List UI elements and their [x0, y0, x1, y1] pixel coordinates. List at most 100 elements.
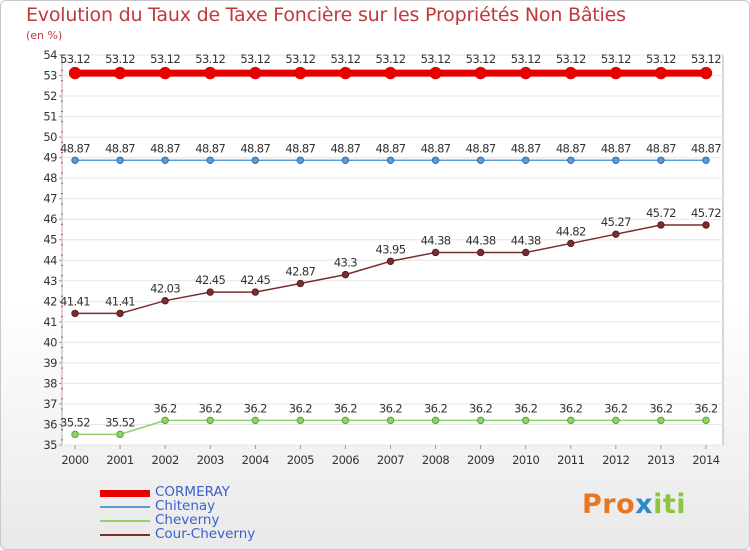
x-tick-label: 2004: [242, 453, 269, 467]
y-tick-label: 41: [43, 315, 57, 329]
data-point: [296, 416, 305, 425]
data-label: 48.87: [195, 141, 225, 155]
data-point: [657, 416, 665, 425]
data-label: 53.12: [330, 52, 360, 66]
y-tick-label: 40: [43, 335, 57, 349]
x-tick-label: 2010: [512, 453, 539, 467]
data-point: [612, 416, 620, 425]
data-label: 53.12: [556, 52, 586, 66]
data-label: 48.87: [646, 141, 676, 155]
data-point: [296, 279, 305, 288]
data-point: [612, 230, 620, 238]
legend-item: Cour-Cheverny: [100, 526, 340, 542]
y-tick-label: 53: [43, 69, 57, 83]
legend-swatch: [100, 506, 150, 508]
data-label: 48.87: [240, 141, 270, 155]
data-label: 45.72: [646, 206, 676, 220]
data-point: [296, 156, 305, 165]
data-point: [161, 416, 169, 425]
data-point: [429, 66, 442, 80]
legend-label: Cour-Cheverny: [155, 526, 256, 542]
data-point: [567, 239, 575, 248]
x-tick-label: 2014: [692, 453, 719, 467]
x-tick-label: 2000: [61, 453, 88, 467]
data-label: 36.2: [604, 401, 627, 415]
data-point: [158, 66, 172, 80]
data-point: [567, 416, 575, 425]
data-label: 44.82: [556, 224, 586, 238]
data-label: 53.12: [421, 52, 451, 66]
x-tick-label: 2012: [602, 453, 629, 467]
data-point: [702, 156, 710, 165]
data-label: 36.2: [334, 401, 357, 415]
data-label: 53.12: [60, 52, 90, 66]
data-label: 53.12: [466, 52, 496, 66]
data-point: [564, 66, 578, 80]
x-tick-label: 2011: [557, 453, 584, 467]
x-tick-label: 2003: [197, 453, 224, 467]
data-point: [431, 416, 440, 425]
data-point: [206, 288, 214, 296]
legend-label: Chitenay: [155, 498, 216, 514]
data-label: 53.12: [691, 52, 721, 66]
data-label: 53.12: [601, 52, 631, 66]
y-tick-label: 50: [43, 130, 57, 144]
data-point: [384, 66, 397, 80]
data-point: [206, 416, 214, 425]
data-point: [657, 156, 665, 165]
data-label: 43.95: [376, 242, 406, 256]
data-label: 36.2: [289, 401, 312, 415]
data-point: [431, 248, 440, 257]
data-point: [161, 297, 169, 305]
y-axis-unit: (en %): [26, 29, 63, 42]
data-label: 48.87: [376, 141, 406, 155]
x-tick-label: 2008: [422, 453, 449, 467]
data-label: 36.2: [514, 401, 537, 415]
y-tick-label: 51: [43, 110, 57, 124]
y-tick-label: 49: [43, 151, 57, 165]
data-point: [609, 66, 623, 80]
data-point: [654, 66, 668, 80]
data-point: [519, 66, 532, 80]
data-label: 35.52: [60, 415, 90, 429]
data-label: 45.72: [691, 206, 721, 220]
data-point: [522, 156, 530, 165]
proxiti-logo: Proxiti: [582, 489, 686, 520]
data-point: [431, 156, 440, 165]
y-tick-label: 52: [43, 89, 57, 103]
legend-item: Cheverny: [100, 512, 340, 528]
y-tick-label: 47: [43, 192, 57, 206]
data-point: [251, 288, 259, 296]
x-tick-label: 2013: [647, 453, 674, 467]
data-label: 48.87: [556, 141, 586, 155]
data-label: 53.12: [646, 52, 676, 66]
data-label: 48.87: [105, 141, 135, 155]
data-point: [71, 430, 79, 439]
data-point: [251, 156, 259, 165]
data-label: 36.2: [244, 401, 267, 415]
data-label: 36.2: [154, 401, 177, 415]
data-point: [206, 156, 214, 165]
data-point: [699, 66, 713, 80]
data-point: [567, 156, 575, 165]
data-point: [113, 66, 127, 80]
data-label: 44.38: [511, 233, 541, 247]
data-label: 36.2: [379, 401, 402, 415]
data-point: [68, 66, 82, 80]
data-point: [386, 156, 395, 165]
data-point: [522, 248, 530, 257]
data-point: [612, 156, 620, 165]
data-point: [71, 156, 79, 165]
data-label: 48.87: [691, 141, 721, 155]
y-tick-label: 37: [43, 397, 57, 411]
data-label: 48.87: [60, 141, 90, 155]
legend-item: Chitenay: [100, 498, 340, 514]
data-point: [522, 416, 530, 425]
data-point: [341, 416, 350, 425]
legend: CORMERAY Chitenay Cheverny Cour-Cheverny: [100, 484, 340, 542]
data-point: [476, 248, 485, 257]
data-point: [71, 309, 79, 318]
data-label: 48.87: [511, 141, 541, 155]
data-label: 43.3: [334, 256, 357, 270]
